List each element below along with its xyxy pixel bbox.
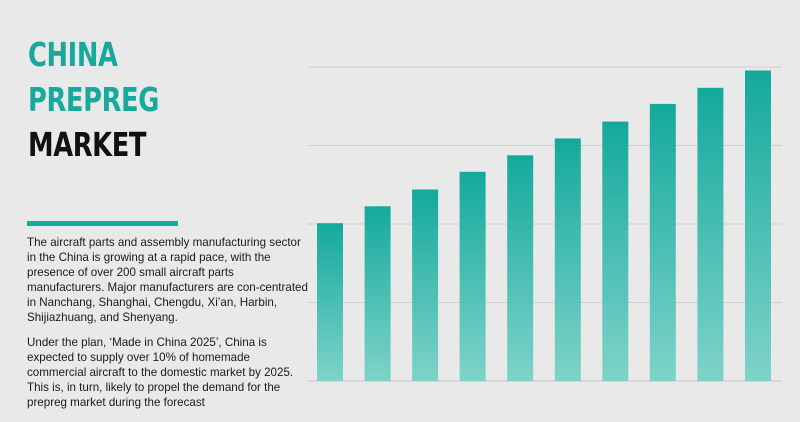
bar-4 <box>459 171 486 381</box>
bar-8 <box>649 103 676 382</box>
title-line-2: PREPREG <box>28 80 159 119</box>
bar-10 <box>745 70 771 381</box>
bar-7 <box>602 121 629 381</box>
title-line-1: CHINA <box>28 35 118 74</box>
bar-9 <box>697 87 724 382</box>
bar-6 <box>554 138 581 381</box>
accent-divider <box>27 221 178 226</box>
bar-5 <box>507 155 534 381</box>
title-line-3: MARKET <box>28 125 147 164</box>
title-block: CHINA PREPREG MARKET <box>28 32 196 167</box>
bar-chart <box>308 66 782 382</box>
bar-1 <box>317 223 343 381</box>
body-text: The aircraft parts and assembly manufact… <box>27 236 309 422</box>
paragraph-1: The aircraft parts and assembly manufact… <box>27 236 308 324</box>
bar-2 <box>364 206 391 381</box>
bar-3 <box>412 189 439 381</box>
